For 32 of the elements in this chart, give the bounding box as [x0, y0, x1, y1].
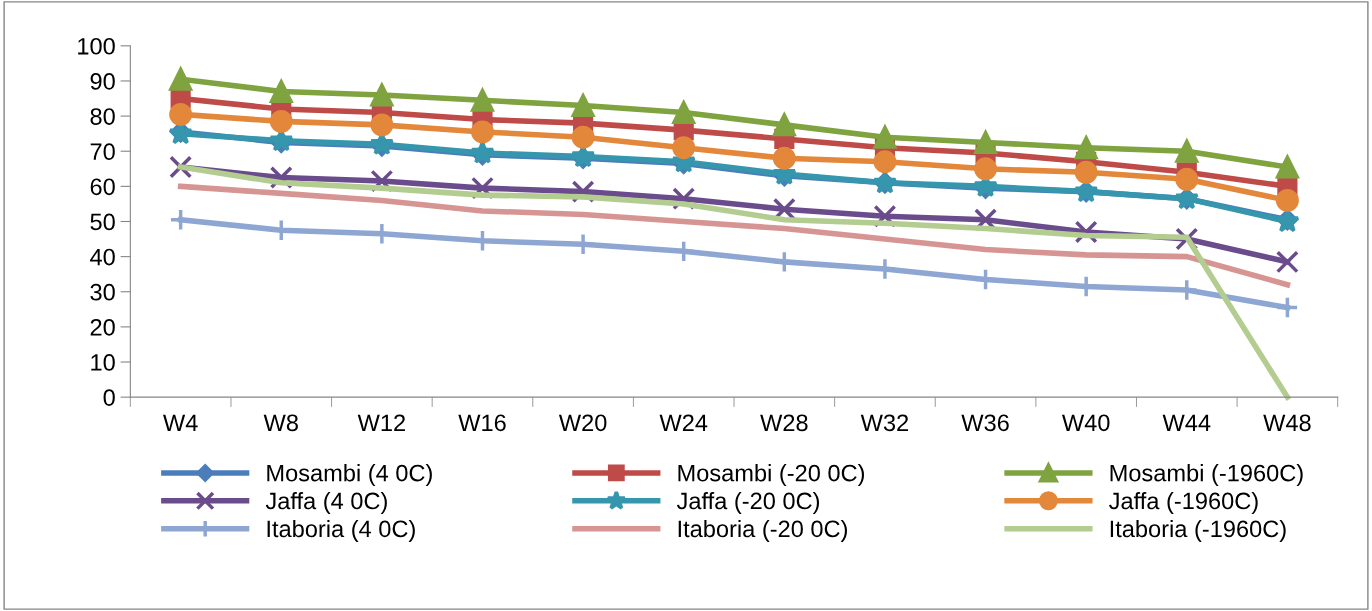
x-tick-label: W16 [458, 414, 506, 432]
y-tick-label: 100 [78, 37, 115, 55]
x-tick-label: W32 [860, 414, 909, 432]
legend-label: Jaffa (-20 0C) [676, 491, 819, 514]
x-tick-label: W44 [1162, 414, 1211, 431]
y-tick-label: 90 [90, 73, 115, 90]
legend-label: Itaboria (-20 0C) [678, 519, 847, 542]
y-tick-label: 60 [90, 178, 115, 196]
x-tick-label: W24 [659, 414, 708, 431]
x-tick-label: W36 [961, 414, 1009, 432]
y-tick-label: 0 [103, 389, 115, 406]
x-tick-label: W40 [1062, 414, 1110, 432]
legend-label: Itaboria (4 0C) [267, 519, 415, 542]
y-tick-label: 30 [90, 283, 115, 301]
y-tick-label: 20 [90, 318, 115, 336]
y-tick-label: 50 [90, 213, 115, 231]
x-tick-label: W8 [263, 414, 298, 432]
legend-label: Mosambi (-20 0C) [678, 464, 865, 487]
x-tick-label: W20 [558, 414, 607, 432]
legend-label: Jaffa (-1960C) [1109, 491, 1258, 514]
legend-label: Mosambi (4 0C) [267, 464, 432, 487]
y-tick-label: 70 [90, 143, 115, 161]
x-tick-label: W48 [1263, 414, 1311, 432]
x-tick-label: W4 [163, 414, 198, 431]
x-tick-label: W28 [760, 414, 808, 432]
legend-label: Jaffa (4 0C) [265, 491, 387, 514]
y-tick-label: 10 [91, 354, 115, 371]
y-tick-label: 80 [90, 108, 115, 125]
x-tick-label: W12 [357, 414, 405, 431]
y-tick-label: 40 [90, 248, 115, 266]
legend-label: Itaboria (-1960C) [1110, 519, 1286, 542]
legend-label: Mosambi (-1960C) [1110, 464, 1303, 487]
